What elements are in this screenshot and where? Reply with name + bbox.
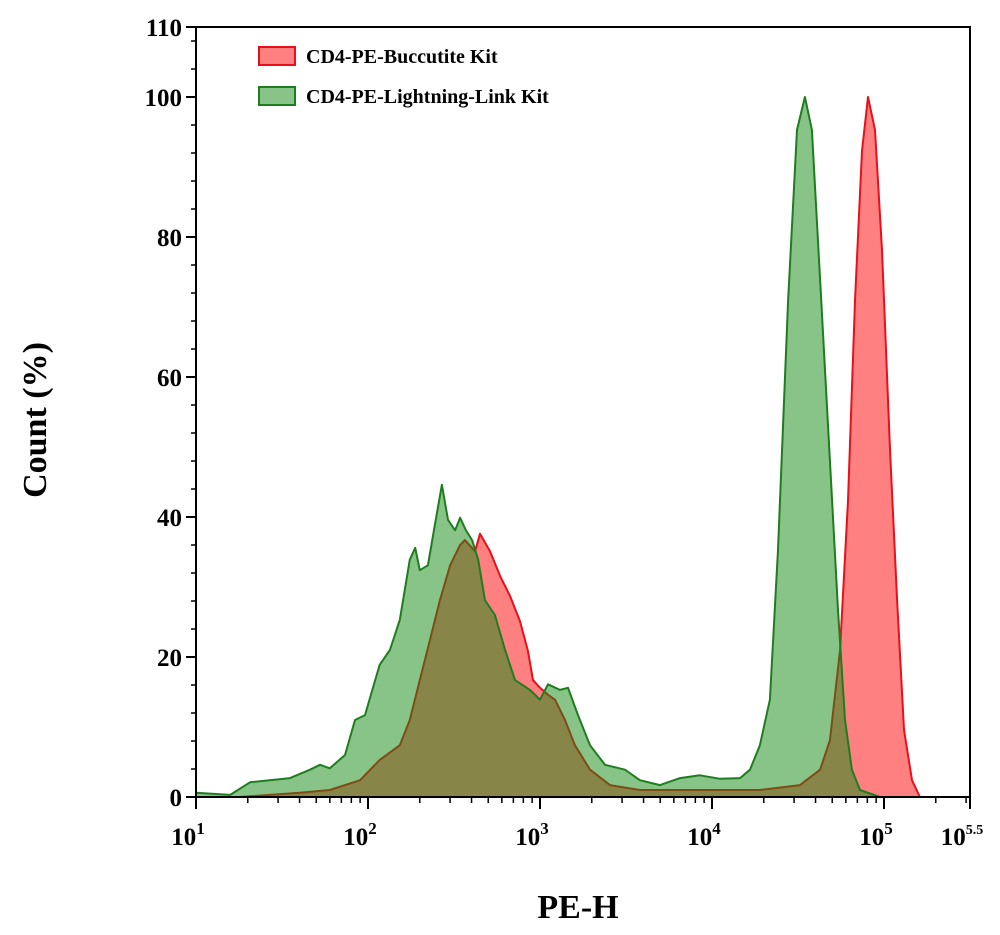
legend-swatch-buccutite <box>258 46 296 66</box>
legend-label-buccutite: CD4-PE-Buccutite Kit <box>306 46 498 68</box>
x-axis-title: PE-H <box>537 889 618 926</box>
x-tick-label: 103 <box>515 819 549 851</box>
ticks-layer: 101 102 103 104 105 105.5 0 20 40 60 80 100 110 <box>145 15 984 851</box>
y-tick-label: 100 <box>145 85 183 112</box>
x-tick-label: 102 <box>343 819 377 851</box>
series-area-buccutite <box>239 97 920 797</box>
x-tick-label: 104 <box>687 819 721 851</box>
x-tick-label: 105 <box>859 819 893 851</box>
legend: CD4-PE-Buccutite Kit CD4-PE-Lightning-Li… <box>258 46 549 108</box>
series-line-lightning-link <box>195 96 881 798</box>
y-tick-label: 60 <box>157 365 182 392</box>
plot-frame <box>195 26 971 798</box>
series-layer <box>195 96 921 798</box>
legend-swatch-lightning-link <box>258 86 296 106</box>
x-tick-label: 105.5 <box>941 823 984 851</box>
y-axis-title: Count (%) <box>17 342 54 498</box>
y-tick-label: 20 <box>157 645 182 672</box>
y-tick-label: 80 <box>157 225 182 252</box>
y-tick-label: 40 <box>157 505 182 532</box>
legend-label-lightning-link: CD4-PE-Lightning-Link Kit <box>306 86 549 108</box>
y-tick-label: 110 <box>146 15 182 42</box>
series-area-lightning-link <box>196 97 880 797</box>
x-tick-label: 101 <box>171 819 205 851</box>
y-tick-label: 0 <box>170 785 183 812</box>
